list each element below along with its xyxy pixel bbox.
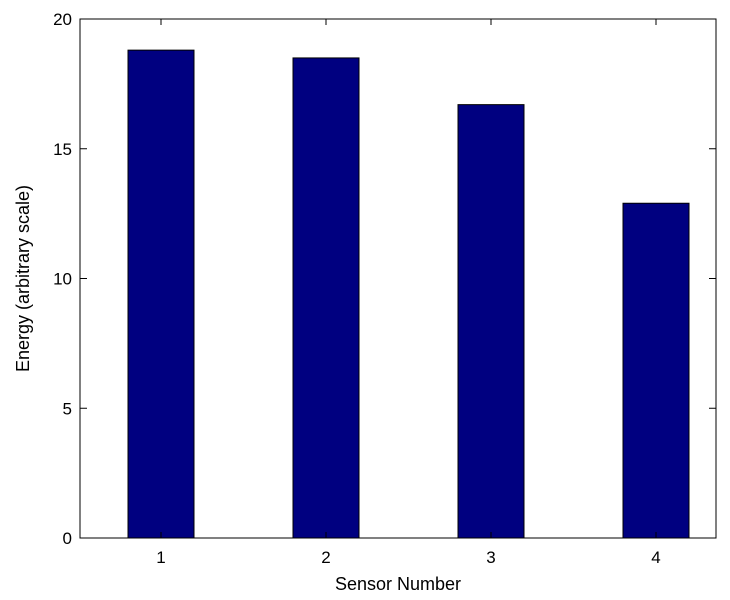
bar-sensor-1 [127,49,195,539]
bar-sensor-2 [292,57,360,539]
x-tick-label-3: 3 [486,548,495,567]
x-tick-label-1: 1 [156,548,165,567]
y-tick-label-20: 20 [53,10,72,29]
y-axis-label: Energy (arbitrary scale) [13,185,33,372]
bar-sensor-4 [622,202,690,539]
y-tick-label-0: 0 [63,529,72,548]
y-tick-label-10: 10 [53,270,72,289]
x-tick-label-2: 2 [321,548,330,567]
x-axis-label: Sensor Number [335,574,461,594]
bar-sensor-3 [457,104,525,539]
bars-layer [127,49,690,539]
y-tick-label-15: 15 [53,140,72,159]
y-tick-label-5: 5 [63,399,72,418]
ticks-layer: 1 2 3 4 0 5 10 15 20 [53,10,716,567]
x-tick-label-4: 4 [651,548,660,567]
